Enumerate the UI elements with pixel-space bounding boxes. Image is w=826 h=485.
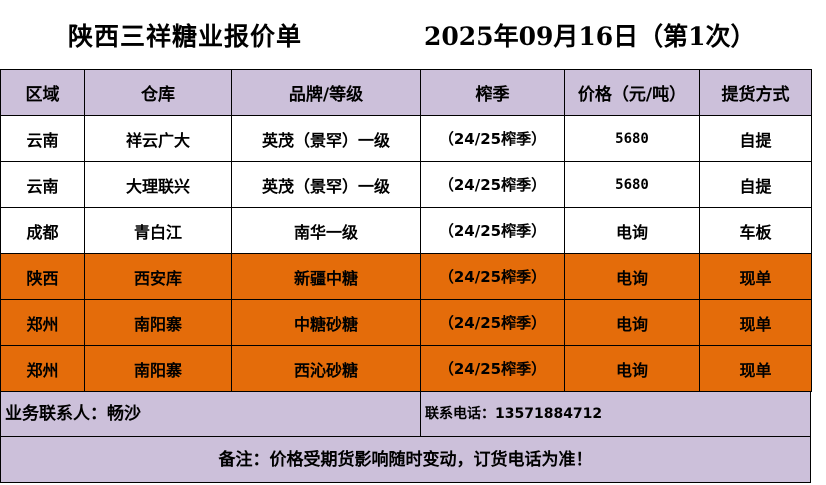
table-row: 陕西 西安库 新疆中糖 （24/25榨季） 电询 现单 — [0, 253, 812, 300]
table-row: 成都 青白江 南华一级 （24/25榨季） 电询 车板 — [0, 207, 812, 254]
table-row: 云南 祥云广大 英茂（景罕）一级 （24/25榨季） 5680 自提 — [0, 115, 812, 162]
cell-region: 云南 — [0, 161, 85, 208]
cell-brand-grade: 英茂（景罕）一级 — [231, 161, 421, 208]
cell-season: （24/25榨季） — [420, 161, 565, 208]
cell-warehouse: 青白江 — [84, 207, 232, 254]
document-date: 2025年09月16日（第1次） — [424, 22, 756, 51]
cell-price: 电询 — [564, 345, 700, 392]
cell-pickup-method: 自提 — [699, 161, 812, 208]
table-row: 云南 大理联兴 英茂（景罕）一级 （24/25榨季） 5680 自提 — [0, 161, 812, 208]
cell-brand-grade: 南华一级 — [231, 207, 421, 254]
note-row: 备注：价格受期货影响随时变动，订货电话为准！ — [0, 436, 811, 483]
price-table: 区域 仓库 品牌/等级 榨季 价格（元/吨） 提货方式 云南 祥云广大 英茂（景… — [0, 69, 812, 392]
cell-pickup-method: 现单 — [699, 253, 812, 300]
cell-brand-grade: 英茂（景罕）一级 — [231, 115, 421, 162]
header-season: 榨季 — [420, 69, 565, 116]
contact-row: 业务联系人：畅沙 联系电话：13571884712 — [0, 392, 811, 437]
document-title: 陕西三祥糖业报价单 — [68, 22, 303, 51]
table-header-row: 区域 仓库 品牌/等级 榨季 价格（元/吨） 提货方式 — [0, 69, 812, 116]
table-row: 郑州 南阳寨 西沁砂糖 （24/25榨季） 电询 现单 — [0, 345, 812, 392]
contact-person: 业务联系人：畅沙 — [1, 392, 421, 436]
cell-season: （24/25榨季） — [420, 115, 565, 162]
header-price: 价格（元/吨） — [564, 69, 700, 116]
cell-price: 电询 — [564, 207, 700, 254]
cell-price: 5680 — [564, 161, 700, 208]
cell-season: （24/25榨季） — [420, 253, 565, 300]
cell-warehouse: 西安库 — [84, 253, 232, 300]
cell-region: 成都 — [0, 207, 85, 254]
header-region: 区域 — [0, 69, 85, 116]
cell-warehouse: 南阳寨 — [84, 345, 232, 392]
cell-warehouse: 南阳寨 — [84, 299, 232, 346]
cell-pickup-method: 自提 — [699, 115, 812, 162]
cell-season: （24/25榨季） — [420, 345, 565, 392]
header-brand-grade: 品牌/等级 — [231, 69, 421, 116]
contact-phone: 联系电话：13571884712 — [425, 406, 603, 422]
cell-region: 陕西 — [0, 253, 85, 300]
cell-season: （24/25榨季） — [420, 299, 565, 346]
cell-warehouse: 祥云广大 — [84, 115, 232, 162]
cell-region: 郑州 — [0, 299, 85, 346]
cell-region: 云南 — [0, 115, 85, 162]
cell-price: 5680 — [564, 115, 700, 162]
cell-season: （24/25榨季） — [420, 207, 565, 254]
table-row: 郑州 南阳寨 中糖砂糖 （24/25榨季） 电询 现单 — [0, 299, 812, 346]
cell-warehouse: 大理联兴 — [84, 161, 232, 208]
cell-pickup-method: 现单 — [699, 299, 812, 346]
cell-brand-grade: 新疆中糖 — [231, 253, 421, 300]
header-pickup-method: 提货方式 — [699, 69, 812, 116]
cell-price: 电询 — [564, 299, 700, 346]
header-warehouse: 仓库 — [84, 69, 232, 116]
cell-pickup-method: 车板 — [699, 207, 812, 254]
cell-price: 电询 — [564, 253, 700, 300]
cell-brand-grade: 中糖砂糖 — [231, 299, 421, 346]
cell-region: 郑州 — [0, 345, 85, 392]
cell-pickup-method: 现单 — [699, 345, 812, 392]
cell-brand-grade: 西沁砂糖 — [231, 345, 421, 392]
title-row: 陕西三祥糖业报价单 2025年09月16日（第1次） — [0, 0, 826, 70]
